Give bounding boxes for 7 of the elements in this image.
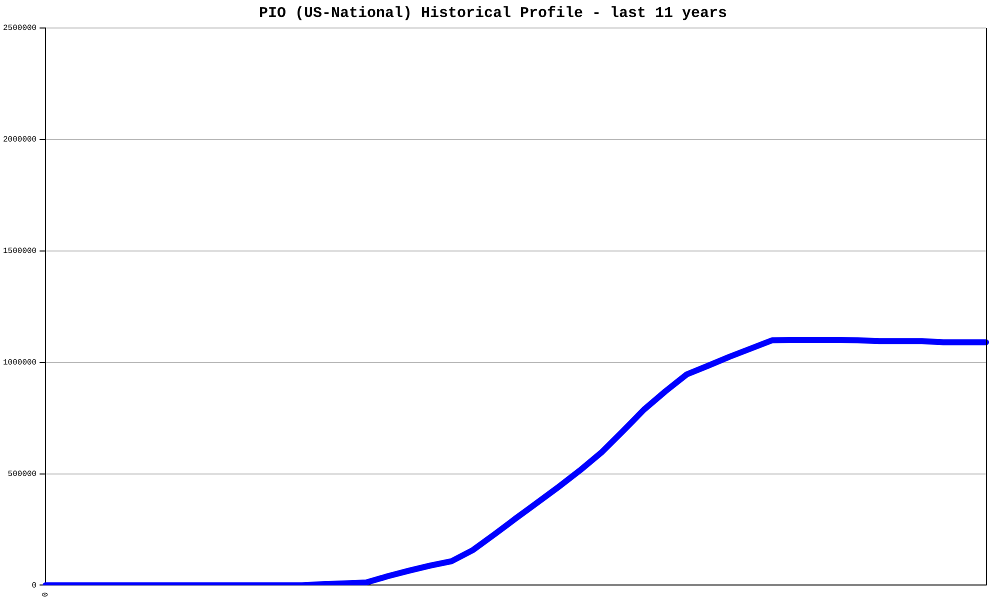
- y-tick-label: 500000: [8, 470, 37, 479]
- y-tick-label: 1000000: [2, 358, 37, 368]
- y-tick-label: 2000000: [2, 136, 37, 145]
- chart-title: PIO (US-National) Historical Profile - last 11 years: [258, 4, 728, 22]
- y-tick-label: 2500000: [2, 24, 37, 34]
- y-tick-label: 1500000: [2, 247, 37, 256]
- y-tick-label: 0: [32, 581, 37, 590]
